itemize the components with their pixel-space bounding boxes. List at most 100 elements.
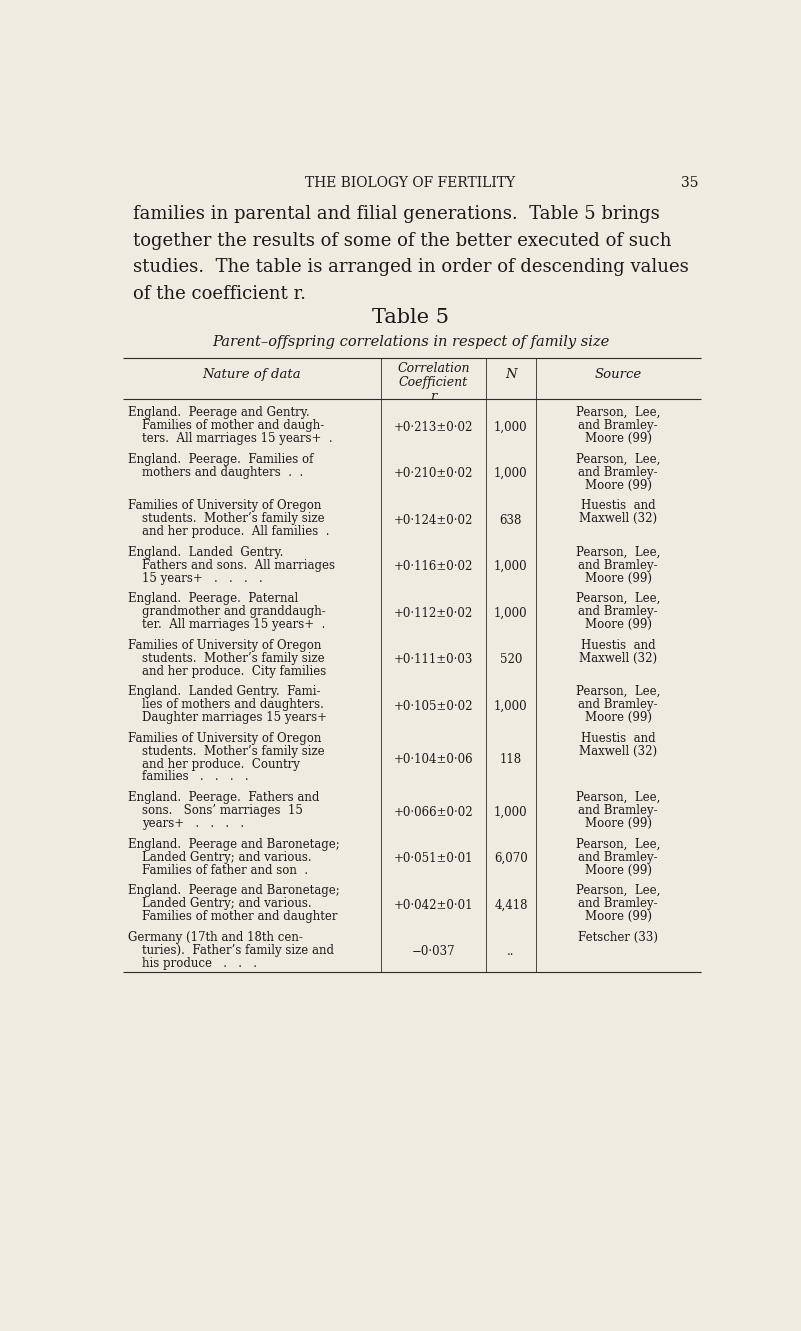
Text: England.  Peerage.  Fathers and: England. Peerage. Fathers and	[128, 791, 320, 804]
Text: +0·042±0·01: +0·042±0·01	[393, 898, 473, 912]
Text: studies.  The table is arranged in order of descending values: studies. The table is arranged in order …	[133, 258, 688, 277]
Text: 118: 118	[500, 752, 522, 765]
Text: Pearson,  Lee,: Pearson, Lee,	[576, 884, 660, 897]
Text: 1,000: 1,000	[494, 560, 528, 574]
Text: Pearson,  Lee,: Pearson, Lee,	[576, 453, 660, 466]
Text: Correlation: Correlation	[397, 362, 469, 375]
Text: ters.  All marriages 15 years+  .: ters. All marriages 15 years+ .	[142, 433, 332, 445]
Text: and her produce.  Country: and her produce. Country	[142, 757, 300, 771]
Text: Families of mother and daugh-: Families of mother and daugh-	[142, 419, 324, 433]
Text: Families of University of Oregon: Families of University of Oregon	[128, 732, 321, 744]
Text: ..: ..	[507, 945, 514, 958]
Text: −0·037: −0·037	[412, 945, 455, 958]
Text: 638: 638	[500, 514, 522, 527]
Text: Families of father and son  .: Families of father and son .	[142, 864, 308, 877]
Text: Landed Gentry; and various.: Landed Gentry; and various.	[142, 897, 312, 910]
Text: Moore (99): Moore (99)	[585, 864, 652, 877]
Text: Source: Source	[594, 367, 642, 381]
Text: England.  Landed  Gentry.: England. Landed Gentry.	[128, 546, 284, 559]
Text: +0·116±0·02: +0·116±0·02	[393, 560, 473, 574]
Text: sons.   Sons’ marriages  15: sons. Sons’ marriages 15	[142, 804, 303, 817]
Text: turies).  Father’s family size and: turies). Father’s family size and	[142, 944, 334, 957]
Text: 1,000: 1,000	[494, 700, 528, 712]
Text: Pearson,  Lee,: Pearson, Lee,	[576, 685, 660, 699]
Text: 15 years+   .   .   .   .: 15 years+ . . . .	[142, 571, 263, 584]
Text: Families of University of Oregon: Families of University of Oregon	[128, 499, 321, 512]
Text: Maxwell (32): Maxwell (32)	[579, 652, 658, 664]
Text: Pearson,  Lee,: Pearson, Lee,	[576, 546, 660, 559]
Text: and Bramley-: and Bramley-	[578, 559, 658, 571]
Text: Huestis  and: Huestis and	[581, 732, 655, 744]
Text: Families of University of Oregon: Families of University of Oregon	[128, 639, 321, 652]
Text: families in parental and filial generations.  Table 5 brings: families in parental and filial generati…	[133, 205, 659, 224]
Text: Fathers and sons.  All marriages: Fathers and sons. All marriages	[142, 559, 335, 571]
Text: mothers and daughters  .  .: mothers and daughters . .	[142, 466, 304, 479]
Text: Moore (99): Moore (99)	[585, 817, 652, 831]
Text: students.  Mother’s family size: students. Mother’s family size	[142, 512, 324, 524]
Text: 1,000: 1,000	[494, 607, 528, 620]
Text: England.  Peerage and Baronetage;: England. Peerage and Baronetage;	[128, 884, 340, 897]
Text: his produce   .   .   .: his produce . . .	[142, 957, 257, 969]
Text: +0·105±0·02: +0·105±0·02	[393, 700, 473, 712]
Text: 4,418: 4,418	[494, 898, 528, 912]
Text: Landed Gentry; and various.: Landed Gentry; and various.	[142, 851, 312, 864]
Text: 520: 520	[500, 654, 522, 666]
Text: +0·066±0·02: +0·066±0·02	[393, 805, 473, 819]
Text: and her produce.  City families: and her produce. City families	[142, 664, 326, 677]
Text: +0·124±0·02: +0·124±0·02	[393, 514, 473, 527]
Text: 6,070: 6,070	[494, 852, 528, 865]
Text: Huestis  and: Huestis and	[581, 639, 655, 652]
Text: Coefficient: Coefficient	[399, 377, 468, 389]
Text: England.  Peerage and Gentry.: England. Peerage and Gentry.	[128, 406, 310, 419]
Text: +0·051±0·01: +0·051±0·01	[393, 852, 473, 865]
Text: Moore (99): Moore (99)	[585, 433, 652, 445]
Text: England.  Peerage.  Families of: England. Peerage. Families of	[128, 453, 313, 466]
Text: +0·112±0·02: +0·112±0·02	[394, 607, 473, 620]
Text: and Bramley-: and Bramley-	[578, 804, 658, 817]
Text: r: r	[430, 390, 437, 403]
Text: England.  Peerage.  Paternal: England. Peerage. Paternal	[128, 592, 298, 606]
Text: and Bramley-: and Bramley-	[578, 697, 658, 711]
Text: Fetscher (33): Fetscher (33)	[578, 930, 658, 944]
Text: students.  Mother’s family size: students. Mother’s family size	[142, 652, 324, 664]
Text: ter.  All marriages 15 years+  .: ter. All marriages 15 years+ .	[142, 618, 325, 631]
Text: N: N	[505, 367, 517, 381]
Text: England.  Peerage and Baronetage;: England. Peerage and Baronetage;	[128, 837, 340, 851]
Text: together the results of some of the better executed of such: together the results of some of the bett…	[133, 232, 671, 250]
Text: Maxwell (32): Maxwell (32)	[579, 512, 658, 524]
Text: lies of mothers and daughters.: lies of mothers and daughters.	[142, 697, 324, 711]
Text: Moore (99): Moore (99)	[585, 571, 652, 584]
Text: Maxwell (32): Maxwell (32)	[579, 744, 658, 757]
Text: and Bramley-: and Bramley-	[578, 606, 658, 618]
Text: Nature of data: Nature of data	[203, 367, 301, 381]
Text: +0·104±0·06: +0·104±0·06	[393, 752, 473, 765]
Text: Pearson,  Lee,: Pearson, Lee,	[576, 592, 660, 606]
Text: 1,000: 1,000	[494, 467, 528, 480]
Text: years+   .   .   .   .: years+ . . . .	[142, 817, 244, 831]
Text: students.  Mother’s family size: students. Mother’s family size	[142, 744, 324, 757]
Text: of the coefficient r.: of the coefficient r.	[133, 285, 306, 303]
Text: Huestis  and: Huestis and	[581, 499, 655, 512]
Text: grandmother and granddaugh-: grandmother and granddaugh-	[142, 606, 326, 618]
Text: 1,000: 1,000	[494, 421, 528, 434]
Text: Table 5: Table 5	[372, 309, 449, 327]
Text: Pearson,  Lee,: Pearson, Lee,	[576, 406, 660, 419]
Text: and Bramley-: and Bramley-	[578, 851, 658, 864]
Text: and Bramley-: and Bramley-	[578, 419, 658, 433]
Text: Moore (99): Moore (99)	[585, 910, 652, 922]
Text: +0·213±0·02: +0·213±0·02	[393, 421, 473, 434]
Text: and Bramley-: and Bramley-	[578, 466, 658, 479]
Text: Germany (17th and 18th cen-: Germany (17th and 18th cen-	[128, 930, 303, 944]
Text: Moore (99): Moore (99)	[585, 618, 652, 631]
Text: Pearson,  Lee,: Pearson, Lee,	[576, 791, 660, 804]
Text: and her produce.  All families  .: and her produce. All families .	[142, 524, 329, 538]
Text: and Bramley-: and Bramley-	[578, 897, 658, 910]
Text: families   .   .   .   .: families . . . .	[142, 771, 248, 784]
Text: Pearson,  Lee,: Pearson, Lee,	[576, 837, 660, 851]
Text: England.  Landed Gentry.  Fami-: England. Landed Gentry. Fami-	[128, 685, 320, 699]
Text: Daughter marriages 15 years+: Daughter marriages 15 years+	[142, 711, 327, 724]
Text: Parent–offspring correlations in respect of family size: Parent–offspring correlations in respect…	[212, 335, 609, 349]
Text: Moore (99): Moore (99)	[585, 711, 652, 724]
Text: 35: 35	[681, 176, 698, 190]
Text: THE BIOLOGY OF FERTILITY: THE BIOLOGY OF FERTILITY	[305, 176, 516, 190]
